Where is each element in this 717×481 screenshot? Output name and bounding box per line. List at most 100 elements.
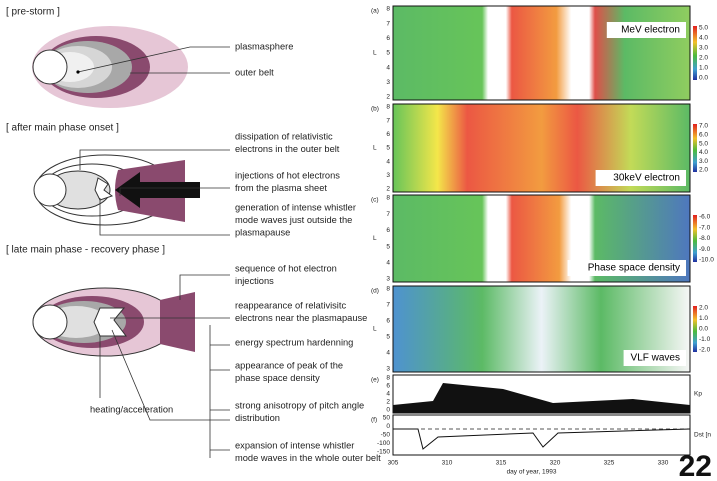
right-figure: (a) L 8 7 6 5 4 3 2 5.0 4.0 3.0 2.0 1.0 0.0 MeV electro… xyxy=(371,6,714,476)
panel-tag: (d) xyxy=(371,288,379,295)
y-tick-label: 7 xyxy=(386,211,390,218)
y-tick-label: 6 xyxy=(386,383,390,390)
colorbar-tick: 0.0 xyxy=(699,326,708,333)
x-axis-label: day of year, 1993 xyxy=(507,469,557,476)
annotation: mode waves in the whole outer belt xyxy=(235,453,381,463)
y-tick-label: 0 xyxy=(386,423,390,430)
y-tick-label: 2 xyxy=(386,399,390,406)
y-tick-label: 2 xyxy=(386,94,390,101)
annotation: phase space density xyxy=(235,373,320,383)
y-tick-label: 5 xyxy=(386,243,390,250)
section-heading: [ late main phase - recovery phase ] xyxy=(6,245,165,256)
colorbar-tick: 5.0 xyxy=(699,25,708,32)
colorbar-tick: 3.0 xyxy=(699,158,708,165)
annotation: generation of intense whistler xyxy=(235,202,356,212)
y-tick-label: 2 xyxy=(386,186,390,193)
colorbar xyxy=(693,215,697,262)
y-tick-label: 8 xyxy=(386,104,390,111)
y-tick-label: 6 xyxy=(386,318,390,325)
annotation: heating/acceleration xyxy=(90,404,173,414)
annotation: strong anisotropy of pitch angle xyxy=(235,400,364,410)
axis-label: L xyxy=(373,326,377,333)
colorbar xyxy=(693,306,697,352)
diagram-main-phase xyxy=(34,150,230,235)
colorbar-tick: 4.0 xyxy=(699,149,708,156)
panel-background xyxy=(393,415,690,455)
annotation: appearance of peak of the xyxy=(235,360,343,370)
annotation: reappearance of relativisitc xyxy=(235,300,346,310)
panel-title: 30keV electron xyxy=(613,173,680,184)
y-tick-label: 8 xyxy=(386,375,390,382)
panel-title: Phase space density xyxy=(588,263,680,274)
x-tick-label: 325 xyxy=(604,460,615,467)
panel-tag: (f) xyxy=(371,417,377,424)
page-number: 22 xyxy=(679,450,712,476)
y-tick-label: -100 xyxy=(377,440,390,447)
colorbar-tick: 3.0 xyxy=(699,45,708,52)
colorbar-tick: -9.0 xyxy=(699,246,711,253)
colorbar-tick: 2.0 xyxy=(699,55,708,62)
y-tick-label: 8 xyxy=(386,6,390,13)
y-tick-label: 6 xyxy=(386,35,390,42)
panel-title: Kp xyxy=(694,391,702,398)
annotation: expansion of intense whistler xyxy=(235,440,354,450)
colorbar-tick: 1.0 xyxy=(699,315,708,322)
section-heading: [ after main phase onset ] xyxy=(6,123,119,134)
y-tick-label: 50 xyxy=(383,415,391,422)
y-tick-label: 3 xyxy=(386,172,390,179)
axis-label: L xyxy=(373,235,377,242)
x-tick-label: 310 xyxy=(442,460,453,467)
annotation: dissipation of relativistic xyxy=(235,131,333,141)
y-tick-label: 8 xyxy=(386,195,390,202)
colorbar-tick: 1.0 xyxy=(699,65,708,72)
colorbar-tick: 6.0 xyxy=(699,132,708,139)
y-tick-label: 4 xyxy=(386,260,390,267)
y-tick-label: -50 xyxy=(381,432,391,439)
x-tick-label: 320 xyxy=(550,460,561,467)
colorbar-tick: -10.0 xyxy=(699,257,714,264)
annotation: energy spectrum hardenning xyxy=(235,337,353,347)
y-tick-label: 4 xyxy=(386,350,390,357)
colorbar xyxy=(693,26,697,80)
y-tick-label: 3 xyxy=(386,79,390,86)
colorbar-tick: 5.0 xyxy=(699,140,708,147)
annotation: electrons near the plasmapause xyxy=(235,313,367,323)
y-tick-label: 3 xyxy=(386,366,390,373)
y-tick-label: 4 xyxy=(386,64,390,71)
section-heading: [ pre-storm ] xyxy=(6,7,60,18)
panel-title: VLF waves xyxy=(631,353,680,364)
annotation: mode waves just outside the xyxy=(235,215,352,225)
y-tick-label: 6 xyxy=(386,131,390,138)
y-tick-label: 7 xyxy=(386,20,390,27)
panel-title: Dst [n xyxy=(694,432,711,439)
y-tick-label: 8 xyxy=(386,286,390,293)
colorbar xyxy=(693,124,697,172)
panel-tag: (e) xyxy=(371,377,379,384)
colorbar-tick: 2.0 xyxy=(699,305,708,312)
y-tick-label: -150 xyxy=(377,449,390,456)
diagram-pre-storm xyxy=(32,26,230,108)
annotation: plasmasphere xyxy=(235,41,293,51)
annotation: plasmapause xyxy=(235,227,290,237)
y-tick-label: 4 xyxy=(386,158,390,165)
annotation: distribution xyxy=(235,413,280,423)
x-tick-label: 305 xyxy=(388,460,399,467)
panel-title: MeV electron xyxy=(621,25,680,36)
y-tick-label: 5 xyxy=(386,145,390,152)
y-tick-label: 7 xyxy=(386,117,390,124)
y-tick-label: 7 xyxy=(386,302,390,309)
colorbar-tick: -1.0 xyxy=(699,336,711,343)
panel-background xyxy=(393,6,690,100)
annotation: outer belt xyxy=(235,67,274,77)
colorbar-tick: 0.0 xyxy=(699,75,708,82)
panel-tag: (a) xyxy=(371,8,379,15)
annotation: injections of hot electrons xyxy=(235,170,340,180)
colorbar-tick: -7.0 xyxy=(699,224,711,231)
x-tick-label: 330 xyxy=(658,460,669,467)
axis-label: L xyxy=(373,145,377,152)
colorbar-tick: -2.0 xyxy=(699,347,711,354)
colorbar-tick: 4.0 xyxy=(699,35,708,42)
colorbar-tick: 7.0 xyxy=(699,123,708,130)
panel-tag: (b) xyxy=(371,106,379,113)
x-tick-label: 315 xyxy=(496,460,507,467)
